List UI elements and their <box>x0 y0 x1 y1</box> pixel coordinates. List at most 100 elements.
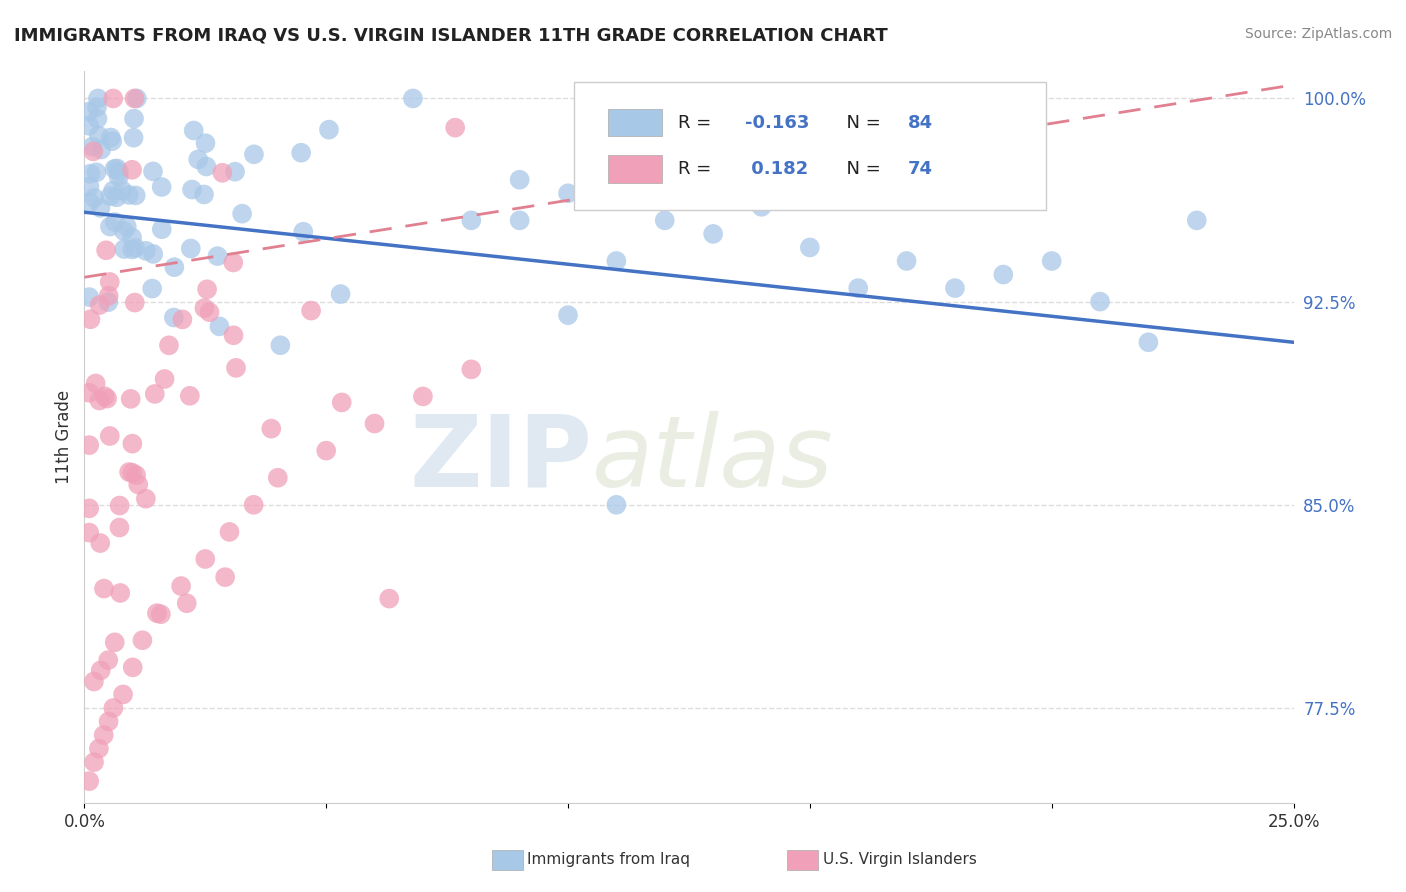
Point <box>77 501 100 516</box>
Point <box>97 714 120 729</box>
Point <box>225 360 247 375</box>
Point <box>1185 213 1208 227</box>
Point <box>121 466 143 480</box>
Point <box>179 389 201 403</box>
Point <box>330 395 353 409</box>
Point <box>98 189 121 203</box>
Point <box>702 227 724 241</box>
Point <box>79 167 101 181</box>
Text: R =: R = <box>678 160 717 178</box>
Point <box>315 443 337 458</box>
Point <box>170 579 193 593</box>
Point <box>150 222 173 236</box>
FancyBboxPatch shape <box>574 82 1046 211</box>
Point <box>172 312 194 326</box>
Point <box>846 281 869 295</box>
Point <box>125 188 148 202</box>
Point <box>195 282 218 296</box>
Point <box>211 166 233 180</box>
Point <box>290 145 312 160</box>
Point <box>198 305 221 319</box>
Point <box>79 312 101 326</box>
Point <box>86 112 108 126</box>
Point <box>100 130 122 145</box>
Point <box>77 774 100 789</box>
Point <box>121 436 143 450</box>
Point <box>1040 254 1063 268</box>
Point <box>77 525 100 540</box>
Point <box>84 376 107 391</box>
Point <box>87 91 110 105</box>
Point <box>194 552 217 566</box>
Point <box>146 606 169 620</box>
Point <box>195 160 218 174</box>
Point <box>896 254 918 268</box>
Point <box>125 91 148 105</box>
Text: Source: ZipAtlas.com: Source: ZipAtlas.com <box>1244 27 1392 41</box>
Point <box>120 392 142 406</box>
Point <box>124 295 146 310</box>
Point <box>943 281 966 295</box>
Bar <box>607 154 662 183</box>
Text: 84: 84 <box>908 113 934 131</box>
Point <box>79 179 101 194</box>
Point <box>412 389 434 403</box>
Point <box>121 243 143 257</box>
Point <box>86 165 108 179</box>
Point <box>187 153 209 167</box>
Point <box>444 120 467 135</box>
Point <box>654 213 676 227</box>
Point <box>124 241 146 255</box>
Point <box>183 123 205 137</box>
Point <box>121 230 143 244</box>
Text: atlas: atlas <box>592 410 834 508</box>
Point <box>509 172 531 186</box>
Point <box>121 660 143 674</box>
Point <box>89 393 111 408</box>
Point <box>87 741 110 756</box>
Point <box>98 219 121 234</box>
Point <box>557 308 579 322</box>
Point <box>82 145 104 159</box>
Point <box>112 242 135 256</box>
Point <box>121 162 143 177</box>
Point <box>135 491 157 506</box>
Point <box>163 260 186 274</box>
Point <box>104 215 127 229</box>
Point <box>135 244 157 258</box>
Point <box>125 468 148 483</box>
Text: Immigrants from Iraq: Immigrants from Iraq <box>527 853 690 867</box>
Point <box>90 664 112 678</box>
Point <box>101 184 124 198</box>
Point <box>193 301 215 315</box>
Point <box>142 164 165 178</box>
Point <box>142 247 165 261</box>
Point <box>1088 294 1111 309</box>
Point <box>103 91 125 105</box>
Point <box>118 188 141 202</box>
Point <box>87 128 110 143</box>
Point <box>115 219 138 234</box>
Point <box>77 438 100 452</box>
Point <box>93 582 115 596</box>
Point <box>224 164 246 178</box>
Point <box>799 240 821 254</box>
Point <box>509 213 531 227</box>
Point <box>101 134 124 148</box>
Point <box>751 200 773 214</box>
Point <box>122 112 145 126</box>
Point <box>83 191 105 205</box>
Point <box>143 387 166 401</box>
Point <box>94 244 117 258</box>
Point <box>242 498 264 512</box>
Point <box>141 282 163 296</box>
Point <box>110 586 132 600</box>
Point <box>378 591 401 606</box>
Point <box>214 570 236 584</box>
Point <box>105 190 128 204</box>
Point <box>77 104 100 119</box>
Text: -0.163: -0.163 <box>745 113 808 131</box>
Point <box>267 471 290 485</box>
Point <box>329 287 352 301</box>
Point <box>157 338 180 352</box>
